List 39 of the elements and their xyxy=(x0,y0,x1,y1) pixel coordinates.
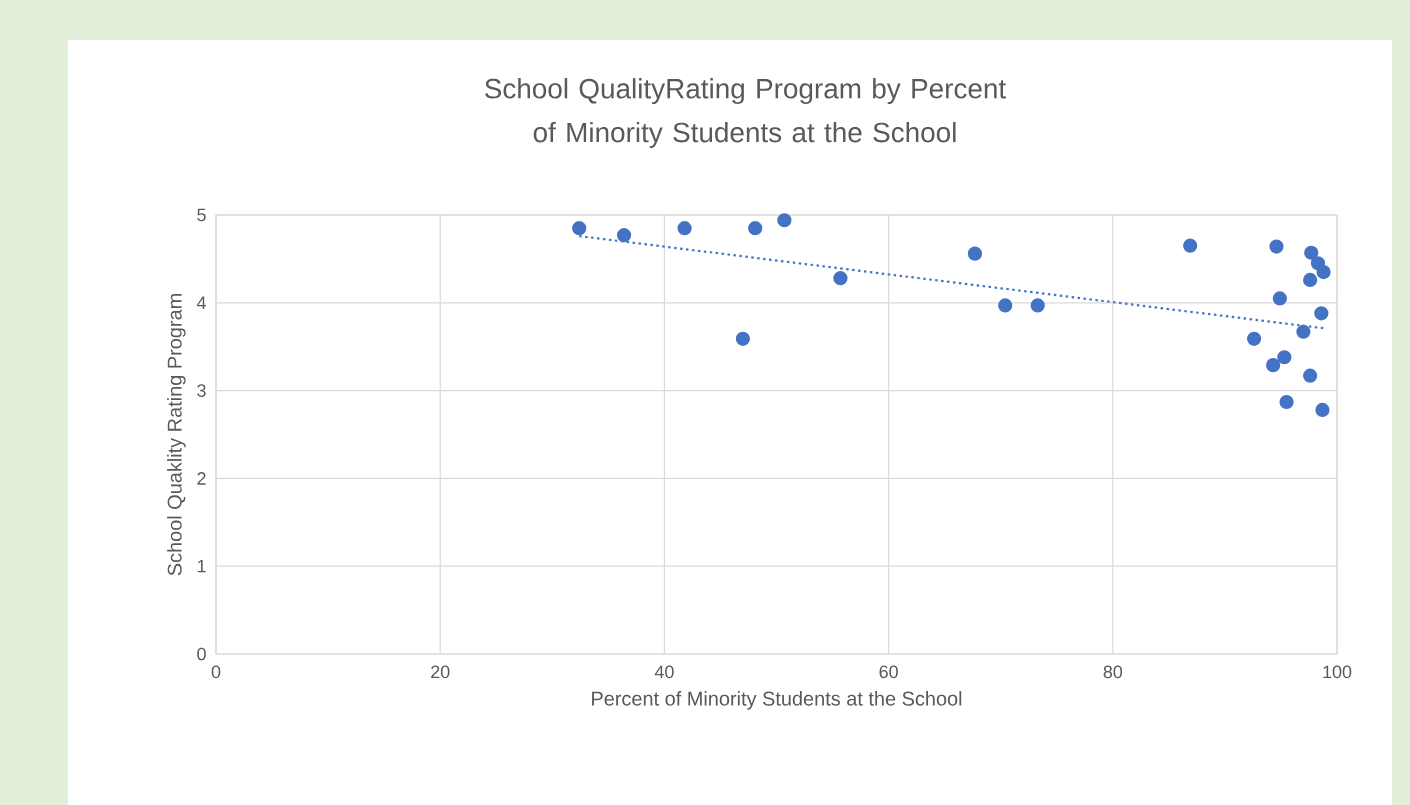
x-tick-label: 0 xyxy=(211,665,221,679)
x-tick-label: 80 xyxy=(1103,665,1123,679)
point xyxy=(1279,394,1294,410)
y-tick-label: 1 xyxy=(197,560,206,573)
point xyxy=(1304,245,1319,260)
point xyxy=(1303,368,1318,383)
point xyxy=(616,228,632,243)
point xyxy=(1316,264,1331,280)
point xyxy=(572,221,587,236)
x-tick-label: 40 xyxy=(654,665,674,679)
point xyxy=(1303,272,1318,288)
point xyxy=(998,298,1013,313)
point xyxy=(1296,324,1311,339)
y-tick-label: 4 xyxy=(196,296,206,309)
point xyxy=(735,331,750,346)
point xyxy=(1269,239,1284,254)
x-tick-label: 20 xyxy=(431,665,450,679)
point xyxy=(1277,350,1292,365)
y-tick-label: 3 xyxy=(197,384,206,397)
point xyxy=(833,271,848,286)
x-tick-label: 100 xyxy=(1323,665,1352,679)
point xyxy=(1030,298,1045,313)
y-tick-label: 0 xyxy=(197,647,206,661)
y-axis-title: School Quaklity Rating Program xyxy=(167,294,186,576)
x-axis-title: Percent of Minority Students at the School xyxy=(592,691,962,710)
point xyxy=(677,221,692,236)
point xyxy=(1315,402,1330,418)
point xyxy=(748,221,763,236)
y-tick-label: 2 xyxy=(197,472,206,485)
y-tick-label: 5 xyxy=(197,208,206,222)
point xyxy=(1183,238,1198,253)
point xyxy=(1272,291,1287,306)
point xyxy=(1246,331,1262,346)
point xyxy=(777,213,792,228)
x-tick-label: 60 xyxy=(879,665,898,679)
point xyxy=(1266,358,1281,373)
chart-title: School QualityRating Program by Percent of Minority Students at the School xyxy=(485,78,1006,148)
point xyxy=(1314,306,1329,321)
point xyxy=(967,246,983,261)
